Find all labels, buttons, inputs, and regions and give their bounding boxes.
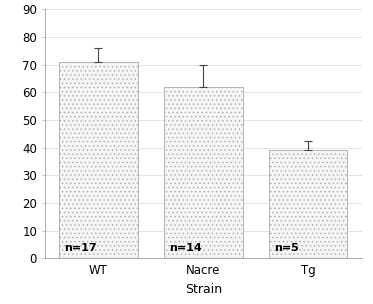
Text: n=17: n=17 xyxy=(65,243,97,253)
Bar xyxy=(164,87,242,258)
Bar xyxy=(269,150,347,258)
Bar xyxy=(59,62,138,258)
Text: n=14: n=14 xyxy=(169,243,202,253)
X-axis label: Strain: Strain xyxy=(185,282,222,295)
Text: n=5: n=5 xyxy=(274,243,299,253)
